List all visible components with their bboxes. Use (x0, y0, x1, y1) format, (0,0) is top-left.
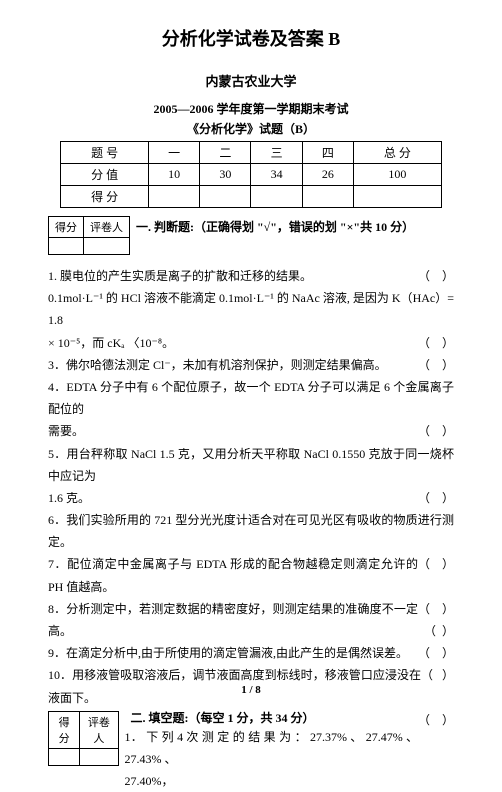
q6: 6．我们实验所用的 721 型分光光度计适合对在可见光区有吸收的物质进行测定。 (48, 509, 454, 553)
q-text: 1.6 克。 (48, 491, 90, 505)
cell: 10 (149, 164, 200, 186)
cell: 评卷人 (80, 711, 118, 748)
cell (200, 186, 251, 208)
cell (149, 186, 200, 208)
paren: （ ） (418, 420, 454, 442)
paren: （ ） (424, 620, 454, 642)
q1: 1. 膜电位的产生实质是离子的扩散和迁移的结果。 （ ） (48, 265, 454, 287)
cell: 评卷人 (84, 217, 130, 238)
cell (49, 748, 80, 765)
q-text: 1. 膜电位的产生实质是离子的扩散和迁移的结果。 (48, 269, 312, 283)
paren: （ ） (418, 598, 454, 620)
cell: 30 (200, 164, 251, 186)
fill1a: 1． 下 列 4 次 测 定 的 结 果 为 ： 27.37% 、 27.47%… (125, 726, 418, 770)
paren: （ ） (418, 642, 454, 664)
paren: （ ） (418, 265, 454, 287)
cell: 26 (302, 164, 353, 186)
questions-body: 1. 膜电位的产生实质是离子的扩散和迁移的结果。 （ ） 0.1mol·L⁻¹ 的… (48, 265, 454, 709)
cell (353, 186, 441, 208)
cell: 100 (353, 164, 441, 186)
q7: 7．配位滴定中金属离子与 EDTA 形成的配合物越稳定则滴定允许的 PH 值越高… (48, 553, 454, 597)
q3: 3．佛尔哈德法测定 Cl⁻，未加有机溶剂保护，则测定结果偏高。 （ ） (48, 354, 454, 376)
cell (251, 186, 302, 208)
q-text: 3．佛尔哈德法测定 Cl⁻，未加有机溶剂保护，则测定结果偏高。 (48, 358, 387, 372)
q2a: 0.1mol·L⁻¹ 的 HCl 溶液不能滴定 0.1mol·L⁻¹ 的 NaA… (48, 287, 454, 331)
paren: （ ） (418, 332, 454, 354)
score-box: 得分 评卷人 (48, 711, 119, 766)
q4b: 需要。 （ ） (48, 420, 454, 442)
cell: 34 (251, 164, 302, 186)
q9: 9．在滴定分析中,由于所使用的滴定管漏液,由此产生的是偶然误差。 （ ） (48, 642, 454, 664)
section1-title: 一. 判断题:（正确得划 "√"，错误的划 "×"共 10 分） (130, 214, 414, 235)
cell: 得分 (49, 217, 84, 238)
q2b: × 10⁻⁵，而 cKₐ 〈10⁻⁸。 （ ） (48, 332, 454, 354)
cell: 分 值 (61, 164, 149, 186)
paren: （ ） (418, 487, 454, 509)
q-text: × 10⁻⁵，而 cKₐ 〈10⁻⁸。 (48, 336, 174, 350)
score-box: 得分 评卷人 (48, 216, 130, 255)
fill1b: 27.40%， (125, 770, 418, 792)
cell: 总 分 (353, 142, 441, 164)
paren: （ ） (418, 354, 454, 376)
cell (49, 238, 84, 255)
q8: 8．分析测定中，若测定数据的精密度好，则测定结果的准确度不一定高。（ ） (48, 598, 454, 642)
score-table: 题 号 一 二 三 四 总 分 分 值 10 30 34 26 100 得 分 (60, 141, 442, 208)
paren: （ ） (418, 553, 454, 575)
q-text: 9．在滴定分析中,由于所使用的滴定管漏液,由此产生的是偶然误差。 (48, 646, 408, 660)
q5b: 1.6 克。 （ ） (48, 487, 454, 509)
exam-header: 2005—2006 学年度第一学期期末考试 (48, 100, 454, 117)
table-row: 分 值 10 30 34 26 100 (61, 164, 442, 186)
cell: 得分 (49, 711, 80, 748)
section2-header: 得分 评卷人 二. 填空题:（每空 1 分，共 34 分） 1． 下 列 4 次… (48, 709, 418, 792)
q4a: 4．EDTA 分子中有 6 个配位原子，故一个 EDTA 分子可以满足 6 个金… (48, 376, 454, 420)
cell: 题 号 (61, 142, 149, 164)
q-text: 8．分析测定中，若测定数据的精密度好，则测定结果的准确度不一定高。 (48, 602, 418, 638)
table-row: 题 号 一 二 三 四 总 分 (61, 142, 442, 164)
q-text: 需要。 (48, 424, 84, 438)
cell: 一 (149, 142, 200, 164)
page-number: 1 / 8 (0, 684, 502, 696)
main-title: 分析化学试卷及答案 B (48, 25, 454, 51)
cell (80, 748, 118, 765)
cell (302, 186, 353, 208)
cell: 二 (200, 142, 251, 164)
university: 内蒙古农业大学 (48, 71, 454, 90)
paren: （ ） (418, 709, 454, 731)
paper-title: 《分析化学》试题（B） (48, 120, 454, 137)
table-row: 得 分 (61, 186, 442, 208)
cell: 四 (302, 142, 353, 164)
cell: 三 (251, 142, 302, 164)
cell (84, 238, 130, 255)
section1-header: 得分 评卷人 一. 判断题:（正确得划 "√"，错误的划 "×"共 10 分） (48, 214, 454, 259)
q5a: 5．用台秤称取 NaCl 1.5 克，又用分析天平称取 NaCl 0.1550 … (48, 443, 454, 487)
cell: 得 分 (61, 186, 149, 208)
section2-title: 二. 填空题:（每空 1 分，共 34 分） (125, 709, 418, 726)
